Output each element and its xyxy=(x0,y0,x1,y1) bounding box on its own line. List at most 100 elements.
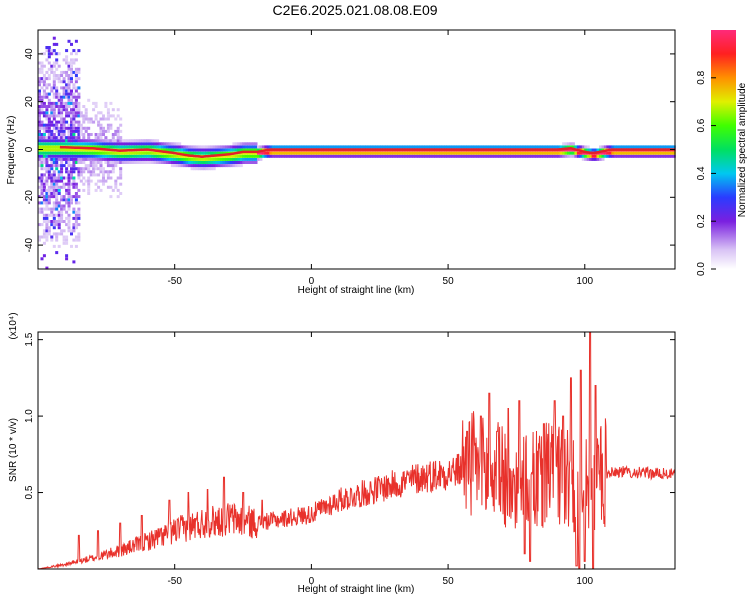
heatmap-cell xyxy=(52,148,56,152)
heatmap-x-label: Height of straight line (km) xyxy=(298,285,415,296)
heatmap-cell xyxy=(45,164,49,168)
heatmap-cell xyxy=(42,229,46,233)
heatmap-cell xyxy=(102,151,105,155)
heatmap-cell xyxy=(77,173,81,177)
heatmap-cell xyxy=(665,151,669,155)
heatmap-cell xyxy=(281,154,285,158)
heatmap-cell xyxy=(45,154,49,158)
heatmap-y-tick-label: 0 xyxy=(24,146,35,152)
heatmap-cell xyxy=(55,176,59,180)
heatmap-x-axis: -50 0 50 100 xyxy=(167,30,594,287)
heatmap-cell xyxy=(79,170,83,174)
heatmap-cell xyxy=(111,108,115,112)
heatmap-cell xyxy=(57,192,61,195)
heatmap-cell xyxy=(99,188,103,192)
heatmap-cell xyxy=(65,120,69,124)
heatmap-cell xyxy=(84,154,88,158)
heatmap-cell xyxy=(606,154,610,158)
heatmap-cell xyxy=(102,114,105,118)
heatmap-cell xyxy=(42,77,46,81)
heatmap-cell xyxy=(79,129,83,133)
heatmap-cell xyxy=(372,151,376,155)
heatmap-cell xyxy=(586,154,590,158)
heatmap-cell xyxy=(387,154,391,158)
heatmap-cell xyxy=(42,161,46,164)
heatmap-cell xyxy=(156,154,160,158)
heatmap-cell xyxy=(38,164,41,168)
heatmap-cell xyxy=(60,133,64,136)
heatmap-cell xyxy=(55,235,59,239)
heatmap-cell xyxy=(323,151,327,155)
heatmap-cell xyxy=(55,120,59,124)
heatmap-cell xyxy=(490,151,494,155)
heatmap-cell xyxy=(119,123,123,127)
heatmap-cell xyxy=(190,161,194,164)
heatmap-cell xyxy=(239,164,243,168)
heatmap-cell xyxy=(594,157,598,161)
heatmap-cell xyxy=(121,139,125,143)
heatmap-cell xyxy=(286,151,290,155)
heatmap-cell xyxy=(136,161,140,164)
heatmap-cell xyxy=(380,145,383,149)
heatmap-cell xyxy=(55,220,59,223)
heatmap-cell xyxy=(562,154,566,158)
heatmap-cell xyxy=(55,139,59,143)
heatmap-cell xyxy=(70,133,73,136)
heatmap-cell xyxy=(313,145,317,149)
heatmap-cell xyxy=(52,142,56,146)
heatmap-cell xyxy=(40,139,44,143)
heatmap-cell xyxy=(163,145,167,149)
heatmap-cell xyxy=(62,148,66,152)
heatmap-cell xyxy=(355,145,359,149)
heatmap-cell xyxy=(77,108,81,112)
heatmap-cell xyxy=(348,145,351,149)
heatmap-cell xyxy=(670,151,674,155)
heatmap-cell xyxy=(202,145,206,149)
heatmap-cell xyxy=(82,139,86,143)
heatmap-cell xyxy=(252,148,256,152)
heatmap-cell xyxy=(45,207,49,211)
heatmap-cell xyxy=(57,170,61,174)
snr-y-tick-label: 1.5 xyxy=(24,332,35,346)
heatmap-cell xyxy=(52,70,56,74)
heatmap-cell xyxy=(335,151,339,155)
heatmap-cell xyxy=(60,198,64,202)
heatmap-cell xyxy=(40,192,44,195)
heatmap-cell xyxy=(67,133,71,136)
heatmap-cell xyxy=(62,238,66,242)
heatmap-cell xyxy=(40,64,44,68)
heatmap-cell xyxy=(276,151,280,155)
heatmap-cell xyxy=(74,216,78,220)
heatmap-cell xyxy=(52,95,56,99)
heatmap-cell xyxy=(38,195,41,199)
heatmap-cell xyxy=(515,154,519,158)
heatmap-cell xyxy=(121,157,125,161)
heatmap-cell xyxy=(74,136,78,140)
heatmap-cell xyxy=(586,145,590,149)
heatmap-cell xyxy=(87,117,91,121)
heatmap-cell xyxy=(50,101,54,105)
heatmap-cell xyxy=(569,151,573,155)
heatmap-cell xyxy=(82,176,86,180)
heatmap-cell xyxy=(554,151,558,155)
heatmap-cell xyxy=(547,145,551,149)
heatmap-cell xyxy=(60,154,64,158)
heatmap-cell xyxy=(564,151,568,155)
heatmap-cell xyxy=(40,67,44,71)
heatmap-cell xyxy=(94,105,98,108)
heatmap-cell xyxy=(87,167,91,171)
heatmap-cell xyxy=(82,117,86,121)
heatmap-cell xyxy=(111,145,115,149)
heatmap-cell xyxy=(42,188,46,192)
heatmap-cell xyxy=(134,151,137,155)
heatmap-cell xyxy=(50,167,54,171)
heatmap-cell xyxy=(227,154,231,158)
heatmap-cell xyxy=(544,154,548,158)
heatmap-cell xyxy=(42,74,46,77)
heatmap-cell xyxy=(143,145,147,149)
heatmap-cell xyxy=(554,145,558,149)
heatmap-cell xyxy=(45,167,49,171)
heatmap-cell xyxy=(45,198,49,202)
heatmap-cell xyxy=(74,220,78,223)
snr-x-tick-label: 0 xyxy=(309,576,315,587)
